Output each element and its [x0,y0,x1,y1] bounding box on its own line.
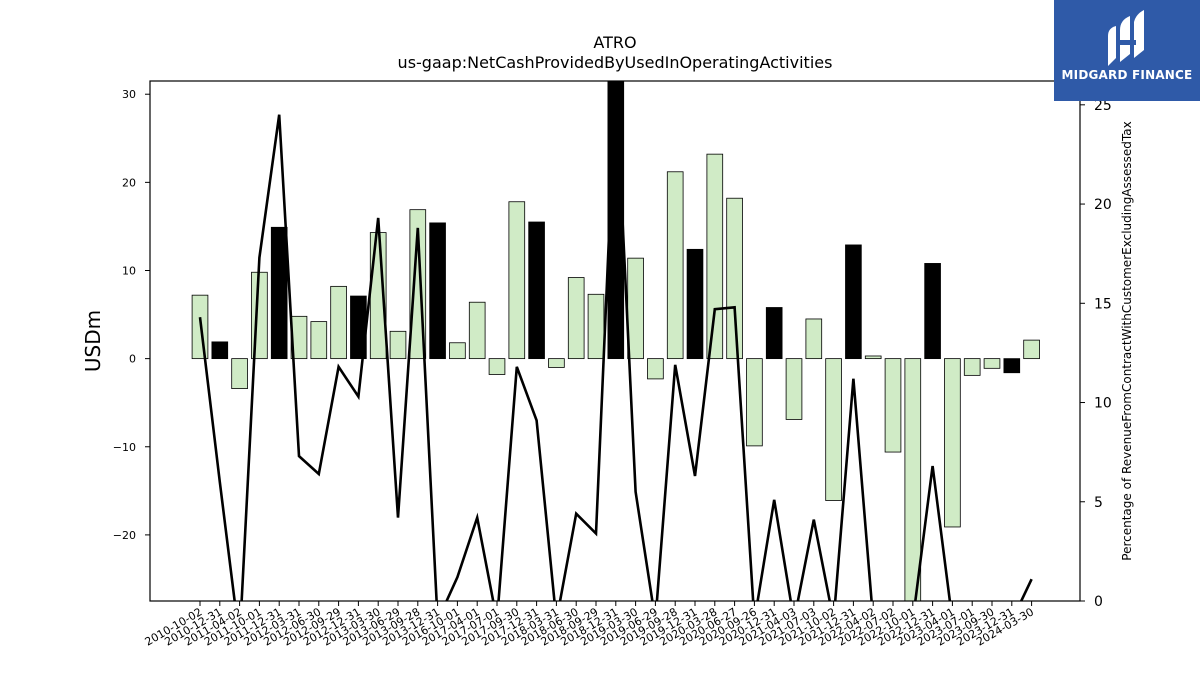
bar [785,358,803,420]
y-right-tick-label: 5 [1094,495,1103,511]
bar [627,257,644,360]
bar [468,301,486,360]
bar [706,153,724,360]
y-axis-right: 0 5 10 15 20 25 [1080,98,1112,610]
bar [666,171,684,360]
bar [231,358,248,389]
bar [429,222,446,360]
y-axis-label: USDm [81,310,105,372]
y-tick-label: 20 [122,176,136,189]
x-axis: 2010-10-022010-12-312011-04-022011-10-01… [143,601,1036,649]
bar [686,248,704,360]
bar [488,358,506,375]
bar [389,330,407,360]
bar [864,355,882,360]
y-tick-label: 0 [129,353,136,366]
bar [963,358,981,376]
bar [884,358,902,453]
y-axis-right-label: Percentage of RevenueFromContractWithCus… [1120,121,1134,560]
y-right-tick-label: 10 [1094,396,1112,412]
bar [567,277,585,360]
bar [924,263,941,360]
bar [270,226,288,360]
bar [528,221,545,360]
y-tick-label: −20 [113,529,136,542]
bar [805,318,823,360]
bar [449,342,466,360]
bar [983,358,1001,369]
bar [765,307,783,360]
bar [726,197,743,360]
line-path [198,81,1033,601]
line-series [198,81,1033,601]
y-right-tick-label: 20 [1094,197,1112,213]
bar [330,285,347,360]
bar [825,358,842,501]
plot-frame [149,80,1081,602]
brand-logo: MIDGARD FINANCE [1054,0,1200,101]
bar [944,358,961,528]
bar [904,358,922,601]
y-right-tick-label: 25 [1094,98,1112,114]
bar [1023,339,1040,360]
bar [548,358,565,368]
bar-series [191,81,1040,601]
bar [746,358,763,447]
bar [508,201,526,360]
chart-subtitle: us-gaap:NetCashProvidedByUsedInOperating… [398,53,833,72]
y-tick-label: 30 [122,88,136,101]
y-tick-label: −10 [113,441,136,454]
y-tick-label: 10 [122,264,136,277]
y-axis-left: −20 −10 0 10 20 30 [113,88,150,542]
brand-name: MIDGARD FINANCE [1061,68,1193,82]
bar [1003,358,1021,374]
bar [845,244,862,360]
y-right-tick-label: 15 [1094,296,1112,312]
bar [310,321,328,360]
chart-title: ATRO [593,33,636,52]
midgard-logo-icon [1108,10,1144,66]
bar [647,358,664,380]
bar [587,293,605,360]
bar [211,341,229,360]
y-right-tick-label: 0 [1094,594,1103,610]
